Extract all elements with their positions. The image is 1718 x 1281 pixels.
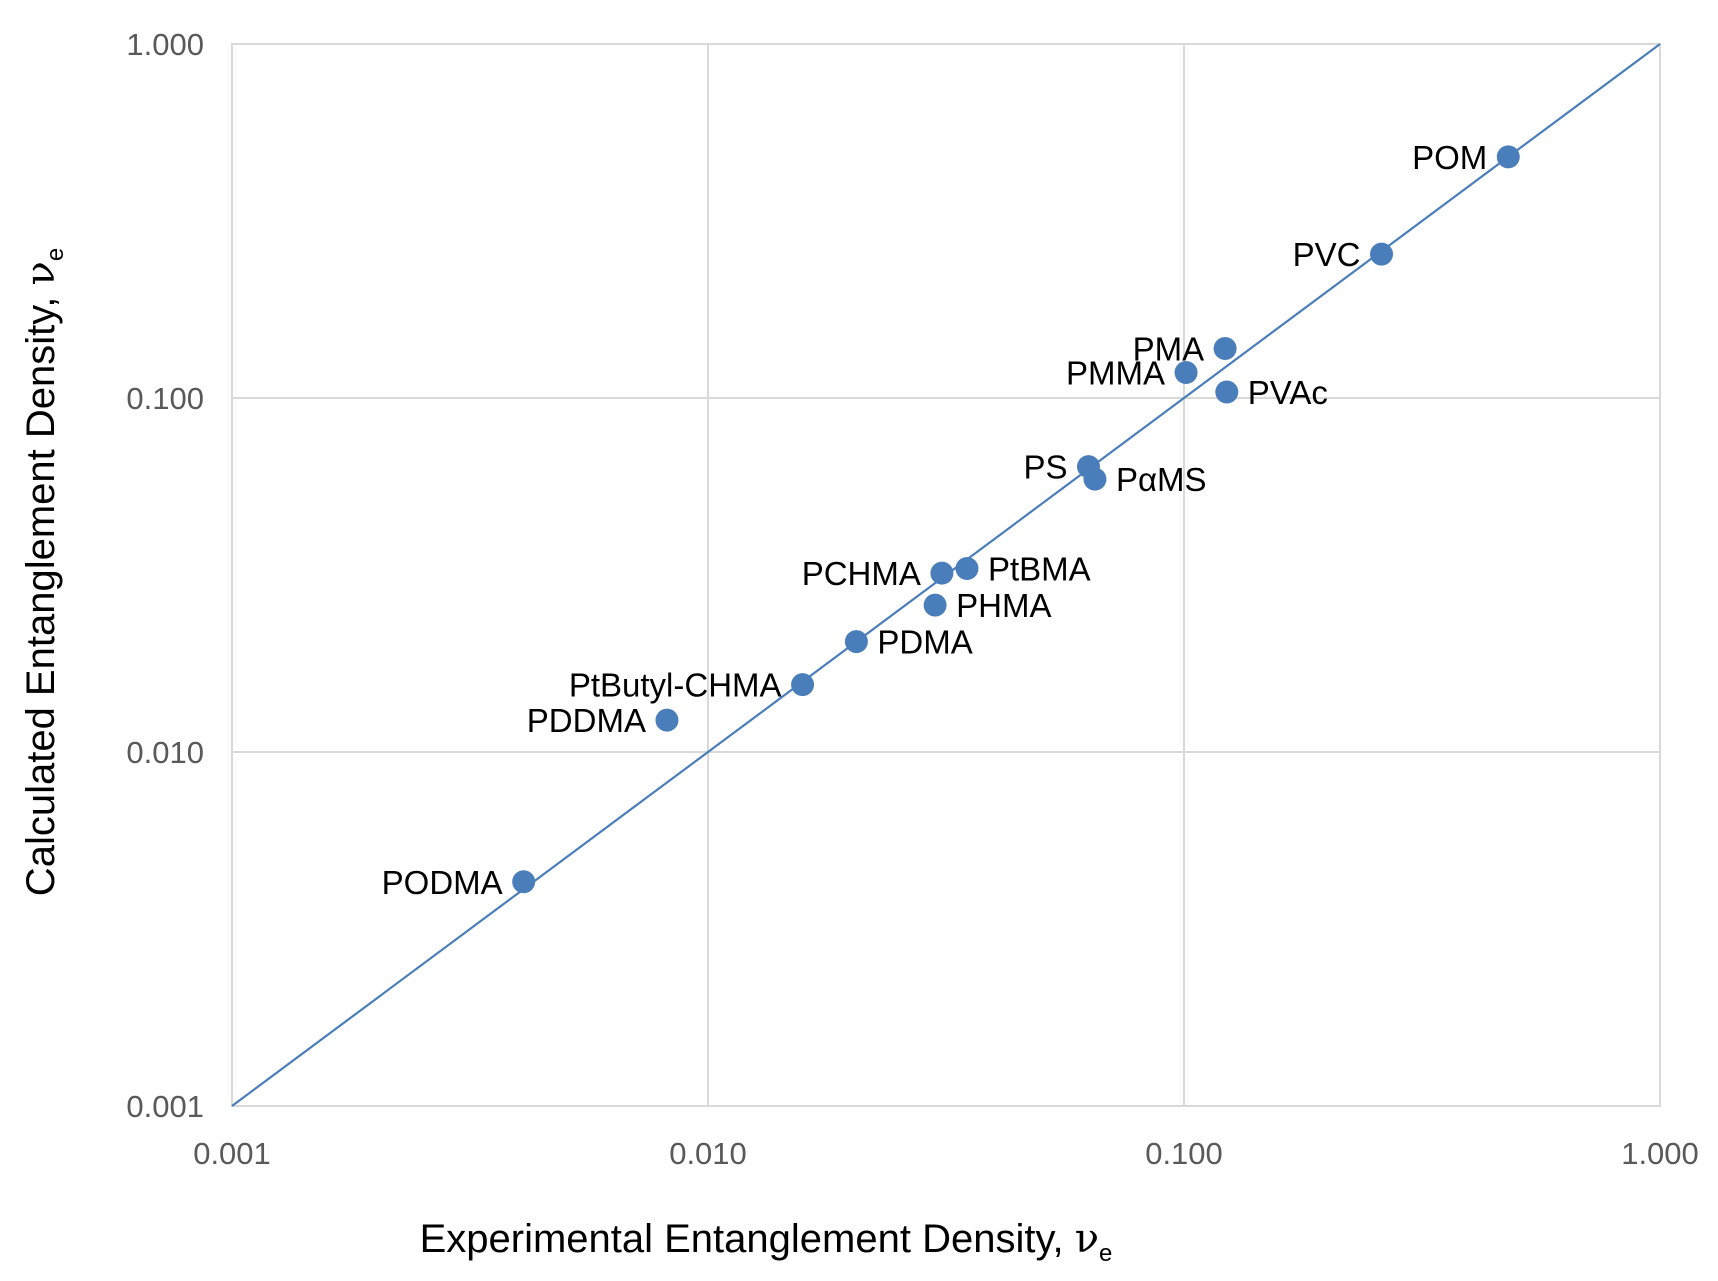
- x-axis-title-symbol: ν: [1075, 1216, 1099, 1262]
- y-tick-label: 0.010: [126, 735, 204, 770]
- x-tick-label: 0.010: [669, 1136, 747, 1171]
- y-axis-title-subscript: e: [42, 248, 69, 261]
- point-label: PODMA: [382, 864, 503, 901]
- data-point: [1215, 380, 1239, 404]
- data-point: [512, 870, 536, 894]
- data-point: [1370, 242, 1394, 266]
- data-point: [1213, 336, 1237, 360]
- point-label: PDMA: [877, 624, 972, 661]
- point-label: PHMA: [956, 587, 1051, 624]
- data-point: [655, 708, 679, 732]
- point-label: PMA: [1133, 330, 1205, 367]
- point-label: PCHMA: [802, 555, 921, 592]
- point-label: PMMA: [1066, 355, 1165, 392]
- y-axis-title-symbol: ν: [18, 261, 64, 285]
- point-label: PtBMA: [988, 550, 1091, 587]
- x-tick-label: 0.001: [193, 1136, 271, 1171]
- data-point: [955, 556, 979, 580]
- data-point: [1083, 467, 1107, 491]
- x-axis-title-subscript: e: [1099, 1240, 1112, 1267]
- y-tick-label: 0.100: [126, 381, 204, 416]
- point-label: POM: [1412, 139, 1487, 176]
- x-tick-label: 1.000: [1621, 1136, 1699, 1171]
- point-label: PtButyl-CHMA: [569, 667, 782, 704]
- y-axis-title: Calculated Entanglement Density, νe: [18, 248, 69, 896]
- point-label: PS: [1023, 449, 1067, 486]
- tick-labels: 0.001 0.010 0.100 1.000 0.001 0.010 0.100 1.000: [126, 27, 1698, 1171]
- y-tick-label: 1.000: [126, 27, 204, 62]
- data-point: [844, 630, 868, 654]
- point-label: PαMS: [1116, 461, 1207, 498]
- point-label: PVAc: [1248, 374, 1328, 411]
- data-points: [512, 145, 1520, 894]
- data-point: [1496, 145, 1520, 169]
- data-point: [791, 673, 815, 697]
- data-point: [930, 561, 954, 585]
- x-axis-title: Experimental Entanglement Density, νe: [420, 1216, 1113, 1267]
- point-label: PVC: [1293, 236, 1361, 273]
- plot-area-frame: [231, 43, 1661, 1107]
- point-label: PDDMA: [527, 702, 646, 739]
- data-point: [923, 593, 947, 617]
- x-tick-label: 0.100: [1145, 1136, 1223, 1171]
- x-axis-title-text: Experimental Entanglement Density,: [420, 1217, 1075, 1261]
- y-tick-label: 0.001: [126, 1089, 204, 1124]
- y-axis-title-text: Calculated Entanglement Density,: [19, 285, 63, 896]
- data-point: [1174, 361, 1198, 385]
